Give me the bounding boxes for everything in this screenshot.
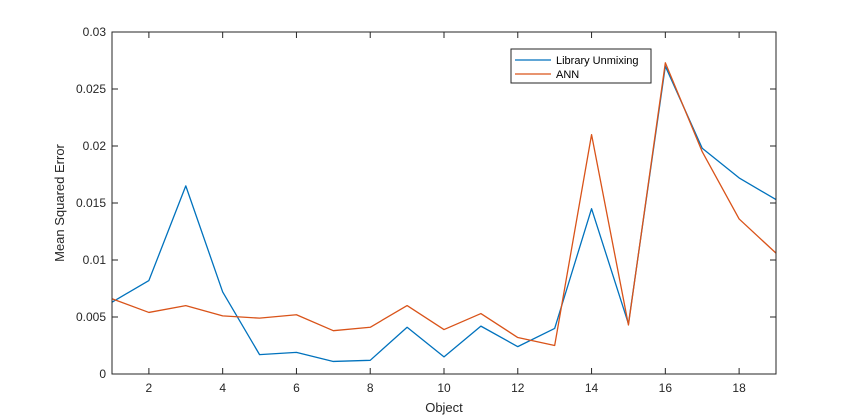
x-tick-label: 4 [219, 381, 226, 395]
legend: Library Unmixing ANN [510, 48, 652, 84]
y-tick-label: 0.025 [76, 82, 106, 96]
series-line-ann [111, 62, 777, 347]
y-tick-label: 0.02 [83, 139, 107, 153]
legend-items: Library Unmixing ANN [515, 55, 639, 81]
y-tick-label: 0.03 [83, 25, 107, 39]
x-tick-label: 10 [437, 381, 451, 395]
x-tick-label: 12 [511, 381, 525, 395]
x-tick-label: 18 [732, 381, 746, 395]
x-tick-label: 8 [367, 381, 374, 395]
y-tick-label: 0.005 [76, 310, 106, 324]
plot-background [112, 32, 776, 374]
y-tick-label: 0.015 [76, 196, 106, 210]
y-axis-label: Mean Squared Error [52, 143, 67, 261]
y-tick-label: 0.01 [83, 253, 107, 267]
x-tick-label: 14 [585, 381, 599, 395]
y-tick-label: 0 [99, 367, 106, 381]
x-axis-label: Object [425, 400, 463, 415]
x-tick-label: 6 [293, 381, 300, 395]
x-tick-label: 16 [659, 381, 673, 395]
legend-label: ANN [556, 69, 579, 81]
legend-box [510, 48, 652, 84]
legend-label: Library Unmixing [556, 55, 639, 67]
series-layer [111, 62, 777, 363]
axes-layer: 2 4 6 8 10 12 14 16 18 0 0.005 0.01 0.015 0.02 0.025 0.… [76, 25, 777, 395]
plot-area [112, 32, 776, 374]
x-tick-label: 2 [146, 381, 153, 395]
